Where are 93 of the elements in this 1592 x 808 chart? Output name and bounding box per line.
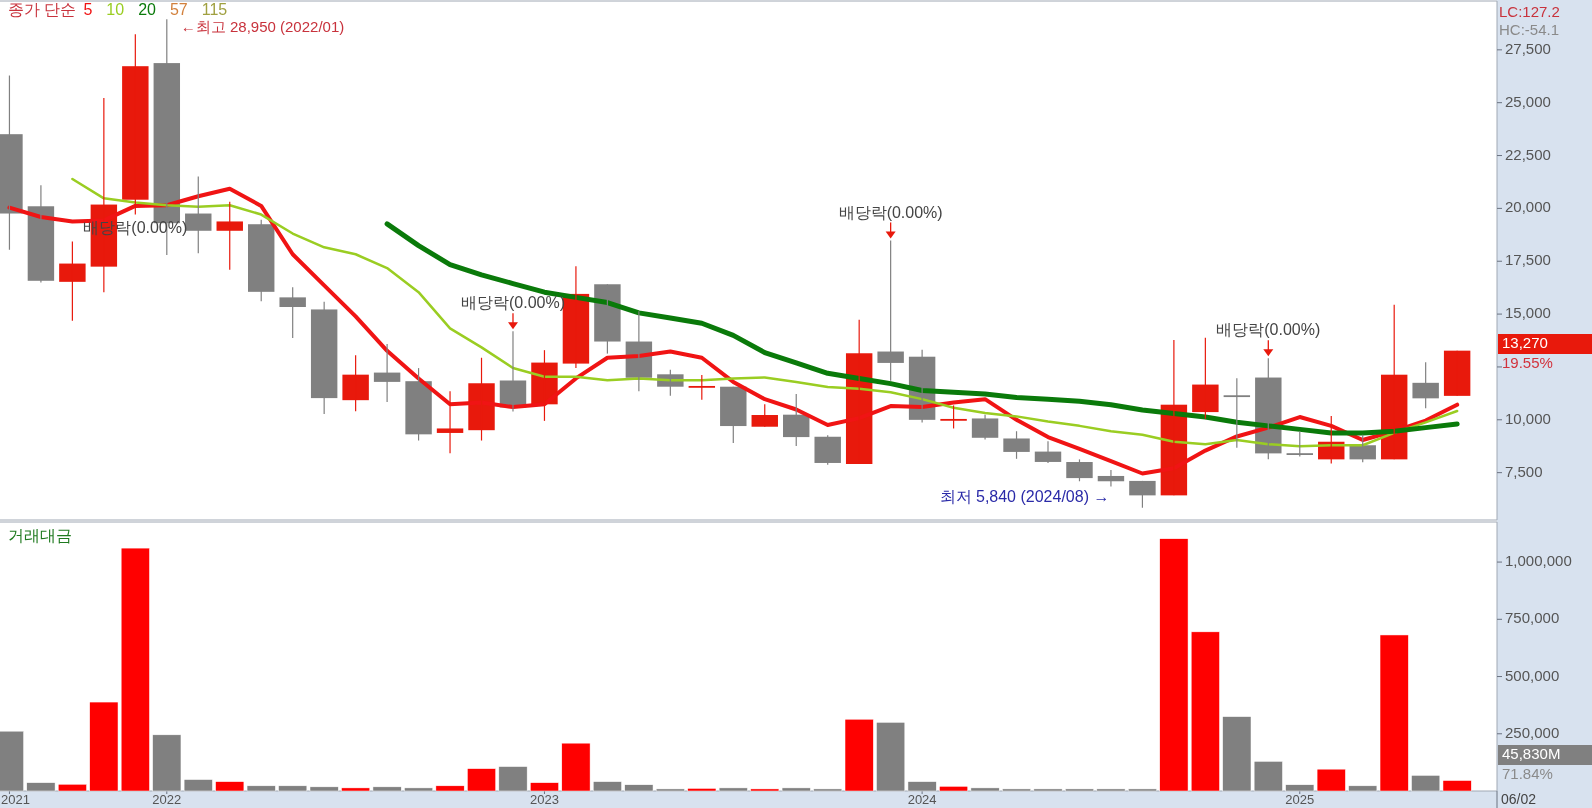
bar	[1096, 788, 1126, 792]
candlestick	[405, 367, 432, 442]
candlestick	[279, 286, 306, 339]
text: 13,270	[1502, 333, 1548, 351]
x-tick-label: 2021	[1, 792, 30, 808]
y-tick-label: 7,500	[1505, 462, 1543, 480]
line-series	[71, 177, 1459, 448]
y-tick-label: 500,000	[1505, 666, 1560, 684]
bar	[1411, 775, 1441, 792]
candlestick	[1192, 337, 1219, 420]
bar	[1159, 538, 1189, 792]
candlestick	[216, 201, 243, 271]
y-tick-label: 10,000	[1505, 409, 1551, 427]
candlestick	[1223, 377, 1251, 449]
bar	[57, 784, 87, 792]
y-tick-label: 250,000	[1505, 723, 1560, 741]
x-tick-label: 2025	[1285, 792, 1315, 808]
x-tick-label: 2023	[530, 792, 559, 808]
bar	[120, 547, 150, 792]
y-tick-label: 22,500	[1505, 145, 1551, 163]
bar	[309, 786, 339, 792]
x-tick-label: 2024	[907, 792, 937, 808]
chart-title: 거래대금	[8, 527, 72, 545]
text: 06/02	[1501, 790, 1537, 807]
bar	[561, 742, 591, 792]
annotation: 배당락(0.00%)	[838, 203, 943, 221]
bar	[404, 787, 433, 792]
candlestick	[468, 357, 495, 442]
bar	[26, 782, 56, 792]
bar	[907, 781, 937, 792]
bar	[498, 766, 528, 792]
text: LC:127.2	[1499, 2, 1560, 20]
bar	[876, 722, 906, 792]
candlestick	[1066, 458, 1093, 482]
candlestick	[971, 414, 999, 441]
candlestick	[688, 374, 716, 401]
bar	[278, 785, 308, 792]
legend-label: 115	[201, 1, 228, 19]
text: HC:-54.1	[1499, 20, 1560, 38]
y-tick-label: 25,000	[1505, 92, 1551, 110]
bar	[939, 786, 968, 792]
candlestick	[59, 240, 86, 322]
candlestick	[594, 283, 621, 355]
annotation: 최저 5,840 (2024/08) →	[939, 487, 1110, 505]
text: 45,830M	[1502, 744, 1561, 762]
candlestick	[814, 434, 841, 466]
legend-label: 57	[169, 1, 188, 19]
y-tick-label: 20,000	[1505, 198, 1551, 216]
bar	[530, 782, 559, 792]
bar	[1190, 631, 1220, 792]
annotation: 배당락(0.00%)	[1216, 321, 1321, 339]
bar	[1128, 788, 1157, 792]
bar	[1033, 788, 1063, 792]
x-tick-label: 2022	[152, 792, 182, 808]
y-tick-label: 1,000,000	[1505, 552, 1572, 570]
candlestick	[1286, 430, 1313, 458]
candlestick	[1443, 350, 1471, 397]
bar	[467, 768, 496, 792]
bar	[592, 781, 622, 792]
candlestick	[342, 354, 369, 412]
candlestick	[185, 176, 212, 254]
bar	[1442, 780, 1472, 792]
candlestick	[877, 239, 904, 382]
candlestick	[783, 393, 810, 447]
bar	[1065, 788, 1094, 792]
candlestick	[1412, 361, 1439, 409]
annotation: ←최고 28,950 (2022/01)	[180, 18, 345, 36]
candlestick	[1003, 430, 1030, 460]
candlestick	[720, 386, 747, 444]
text: 19.55%	[1502, 353, 1553, 371]
y-tick-label: 17,500	[1505, 251, 1551, 269]
bar	[624, 784, 654, 792]
y-tick-label: 750,000	[1505, 609, 1560, 627]
bar	[341, 787, 371, 792]
candlestick	[436, 390, 464, 454]
text: 71.84%	[1502, 764, 1553, 782]
candlestick	[940, 404, 967, 430]
text: 20	[138, 1, 157, 19]
legend-title: 종가 단순	[8, 1, 77, 19]
candlestick	[248, 219, 275, 302]
y-tick-label: 15,000	[1505, 304, 1551, 322]
y-tick-label: 27,500	[1505, 39, 1551, 57]
text: 10	[106, 1, 125, 19]
text: 5	[83, 1, 93, 19]
bar	[655, 788, 685, 792]
bar	[970, 787, 1000, 792]
bar	[435, 785, 465, 792]
bar	[1002, 788, 1031, 792]
bar	[372, 786, 402, 792]
candlestick	[310, 301, 338, 415]
candlestick	[1129, 480, 1156, 509]
candlestick	[751, 403, 778, 428]
bar	[89, 701, 119, 792]
